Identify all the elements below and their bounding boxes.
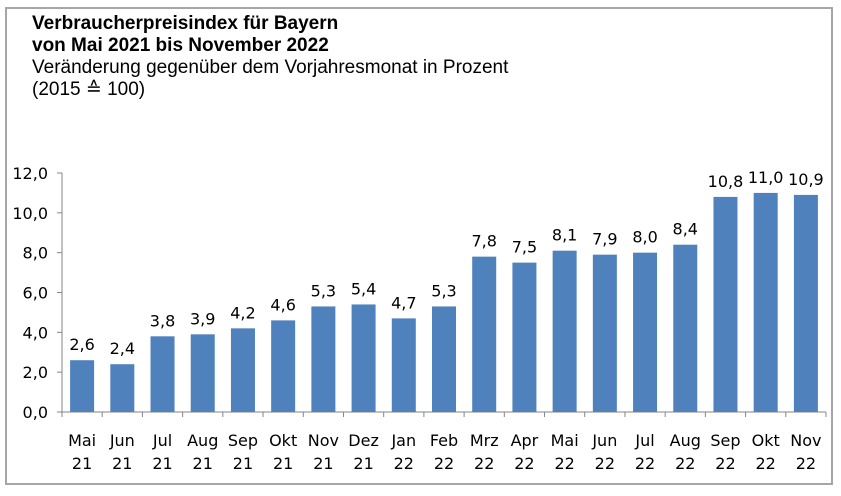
x-tick-label-year: 22 bbox=[514, 454, 534, 473]
x-tick-label-month: Nov bbox=[790, 431, 821, 450]
data-label: 4,7 bbox=[391, 293, 416, 312]
x-tick-label-year: 22 bbox=[635, 454, 655, 473]
y-tick-label: 6,0 bbox=[23, 284, 48, 303]
x-tick-label-month: Mai bbox=[551, 431, 579, 450]
data-label: 3,9 bbox=[190, 309, 215, 328]
x-tick-label-year: 22 bbox=[715, 454, 735, 473]
data-label: 8,1 bbox=[552, 226, 577, 245]
y-tick-label: 10,0 bbox=[12, 204, 48, 223]
x-tick-label-month: Aug bbox=[670, 431, 701, 450]
x-tick-label-month: Apr bbox=[511, 431, 539, 450]
data-label: 2,4 bbox=[110, 339, 135, 358]
chart-title: Verbraucherpreisindex für Bayern bbox=[32, 13, 339, 34]
bar bbox=[552, 250, 577, 412]
x-tick-label-year: 22 bbox=[796, 454, 816, 473]
bar bbox=[592, 254, 617, 412]
x-tick-label-year: 21 bbox=[233, 454, 253, 473]
x-tick-label-year: 21 bbox=[353, 454, 373, 473]
x-tick-label-year: 22 bbox=[595, 454, 615, 473]
y-tick-label: 0,0 bbox=[23, 403, 48, 422]
x-tick-label-month: Jul bbox=[634, 431, 654, 450]
x-tick-label-month: Jun bbox=[591, 431, 617, 450]
x-tick-label-year: 21 bbox=[72, 454, 92, 473]
data-label: 8,0 bbox=[632, 228, 657, 247]
bar bbox=[110, 364, 135, 412]
chart-subtitle-line2: (2015 ≙ 100) bbox=[32, 79, 146, 100]
bar bbox=[391, 318, 416, 412]
x-tick-label-year: 22 bbox=[675, 454, 695, 473]
chart-titles: Verbraucherpreisindex für Bayern von Mai… bbox=[32, 13, 508, 101]
bar bbox=[753, 192, 778, 412]
data-label: 7,5 bbox=[512, 238, 537, 257]
bar bbox=[432, 306, 456, 412]
bar bbox=[351, 304, 376, 412]
x-tick-label-month: Sep bbox=[228, 431, 258, 450]
chart-title-line2: von Mai 2021 bis November 2022 bbox=[32, 35, 329, 56]
x-tick-label-month: Sep bbox=[710, 431, 740, 450]
data-label: 5,4 bbox=[351, 279, 376, 298]
data-label: 3,8 bbox=[150, 311, 175, 330]
data-label: 2,6 bbox=[69, 335, 94, 354]
y-tick-label: 2,0 bbox=[23, 363, 48, 382]
x-tick-label-month: Jun bbox=[109, 431, 135, 450]
x-tick-label-month: Feb bbox=[430, 431, 458, 450]
bar bbox=[673, 244, 698, 412]
y-tick-label: 8,0 bbox=[23, 244, 48, 263]
bar bbox=[512, 262, 537, 412]
x-tick-label-year: 21 bbox=[193, 454, 213, 473]
bar bbox=[472, 256, 497, 412]
bar bbox=[150, 336, 175, 412]
x-tick-label-year: 21 bbox=[273, 454, 293, 473]
x-tick-label-year: 22 bbox=[394, 454, 414, 473]
data-label: 10,8 bbox=[708, 172, 744, 191]
x-tick-label-month: Jan bbox=[390, 431, 416, 450]
chart-subtitle: Veränderung gegenüber dem Vorjahresmonat… bbox=[32, 57, 509, 78]
x-tick-label-year: 22 bbox=[554, 454, 574, 473]
x-tick-label-month: Okt bbox=[269, 431, 297, 450]
x-tick-label-year: 21 bbox=[313, 454, 333, 473]
y-tick-label: 12,0 bbox=[12, 164, 48, 183]
x-tick-label-year: 22 bbox=[434, 454, 454, 473]
x-tick-label-month: Aug bbox=[187, 431, 218, 450]
x-tick-label-month: Mai bbox=[68, 431, 96, 450]
data-label: 10,9 bbox=[788, 170, 824, 189]
data-label: 5,3 bbox=[431, 281, 456, 300]
bar bbox=[190, 334, 215, 412]
bar bbox=[271, 320, 296, 412]
data-label: 5,3 bbox=[311, 281, 336, 300]
x-tick-label-year: 21 bbox=[152, 454, 172, 473]
bar bbox=[70, 360, 95, 412]
data-label: 7,9 bbox=[592, 230, 617, 249]
x-tick-label-year: 22 bbox=[474, 454, 494, 473]
y-tick-label: 4,0 bbox=[23, 323, 48, 342]
x-tick-label-month: Nov bbox=[308, 431, 339, 450]
bar bbox=[230, 328, 255, 412]
bar bbox=[793, 194, 818, 412]
bar bbox=[633, 252, 658, 412]
data-label: 4,2 bbox=[230, 303, 255, 322]
x-tick-label-month: Jul bbox=[152, 431, 172, 450]
x-tick-label-month: Mrz bbox=[470, 431, 499, 450]
data-label: 8,4 bbox=[673, 220, 698, 239]
x-tick-label-year: 22 bbox=[756, 454, 776, 473]
data-label: 4,6 bbox=[270, 295, 295, 314]
x-tick-label-month: Okt bbox=[752, 431, 780, 450]
bar bbox=[713, 196, 738, 412]
data-label: 11,0 bbox=[748, 168, 784, 187]
data-label: 7,8 bbox=[471, 232, 496, 251]
x-tick-label-month: Dez bbox=[348, 431, 379, 450]
bar bbox=[311, 306, 336, 412]
x-tick-label-year: 21 bbox=[112, 454, 132, 473]
